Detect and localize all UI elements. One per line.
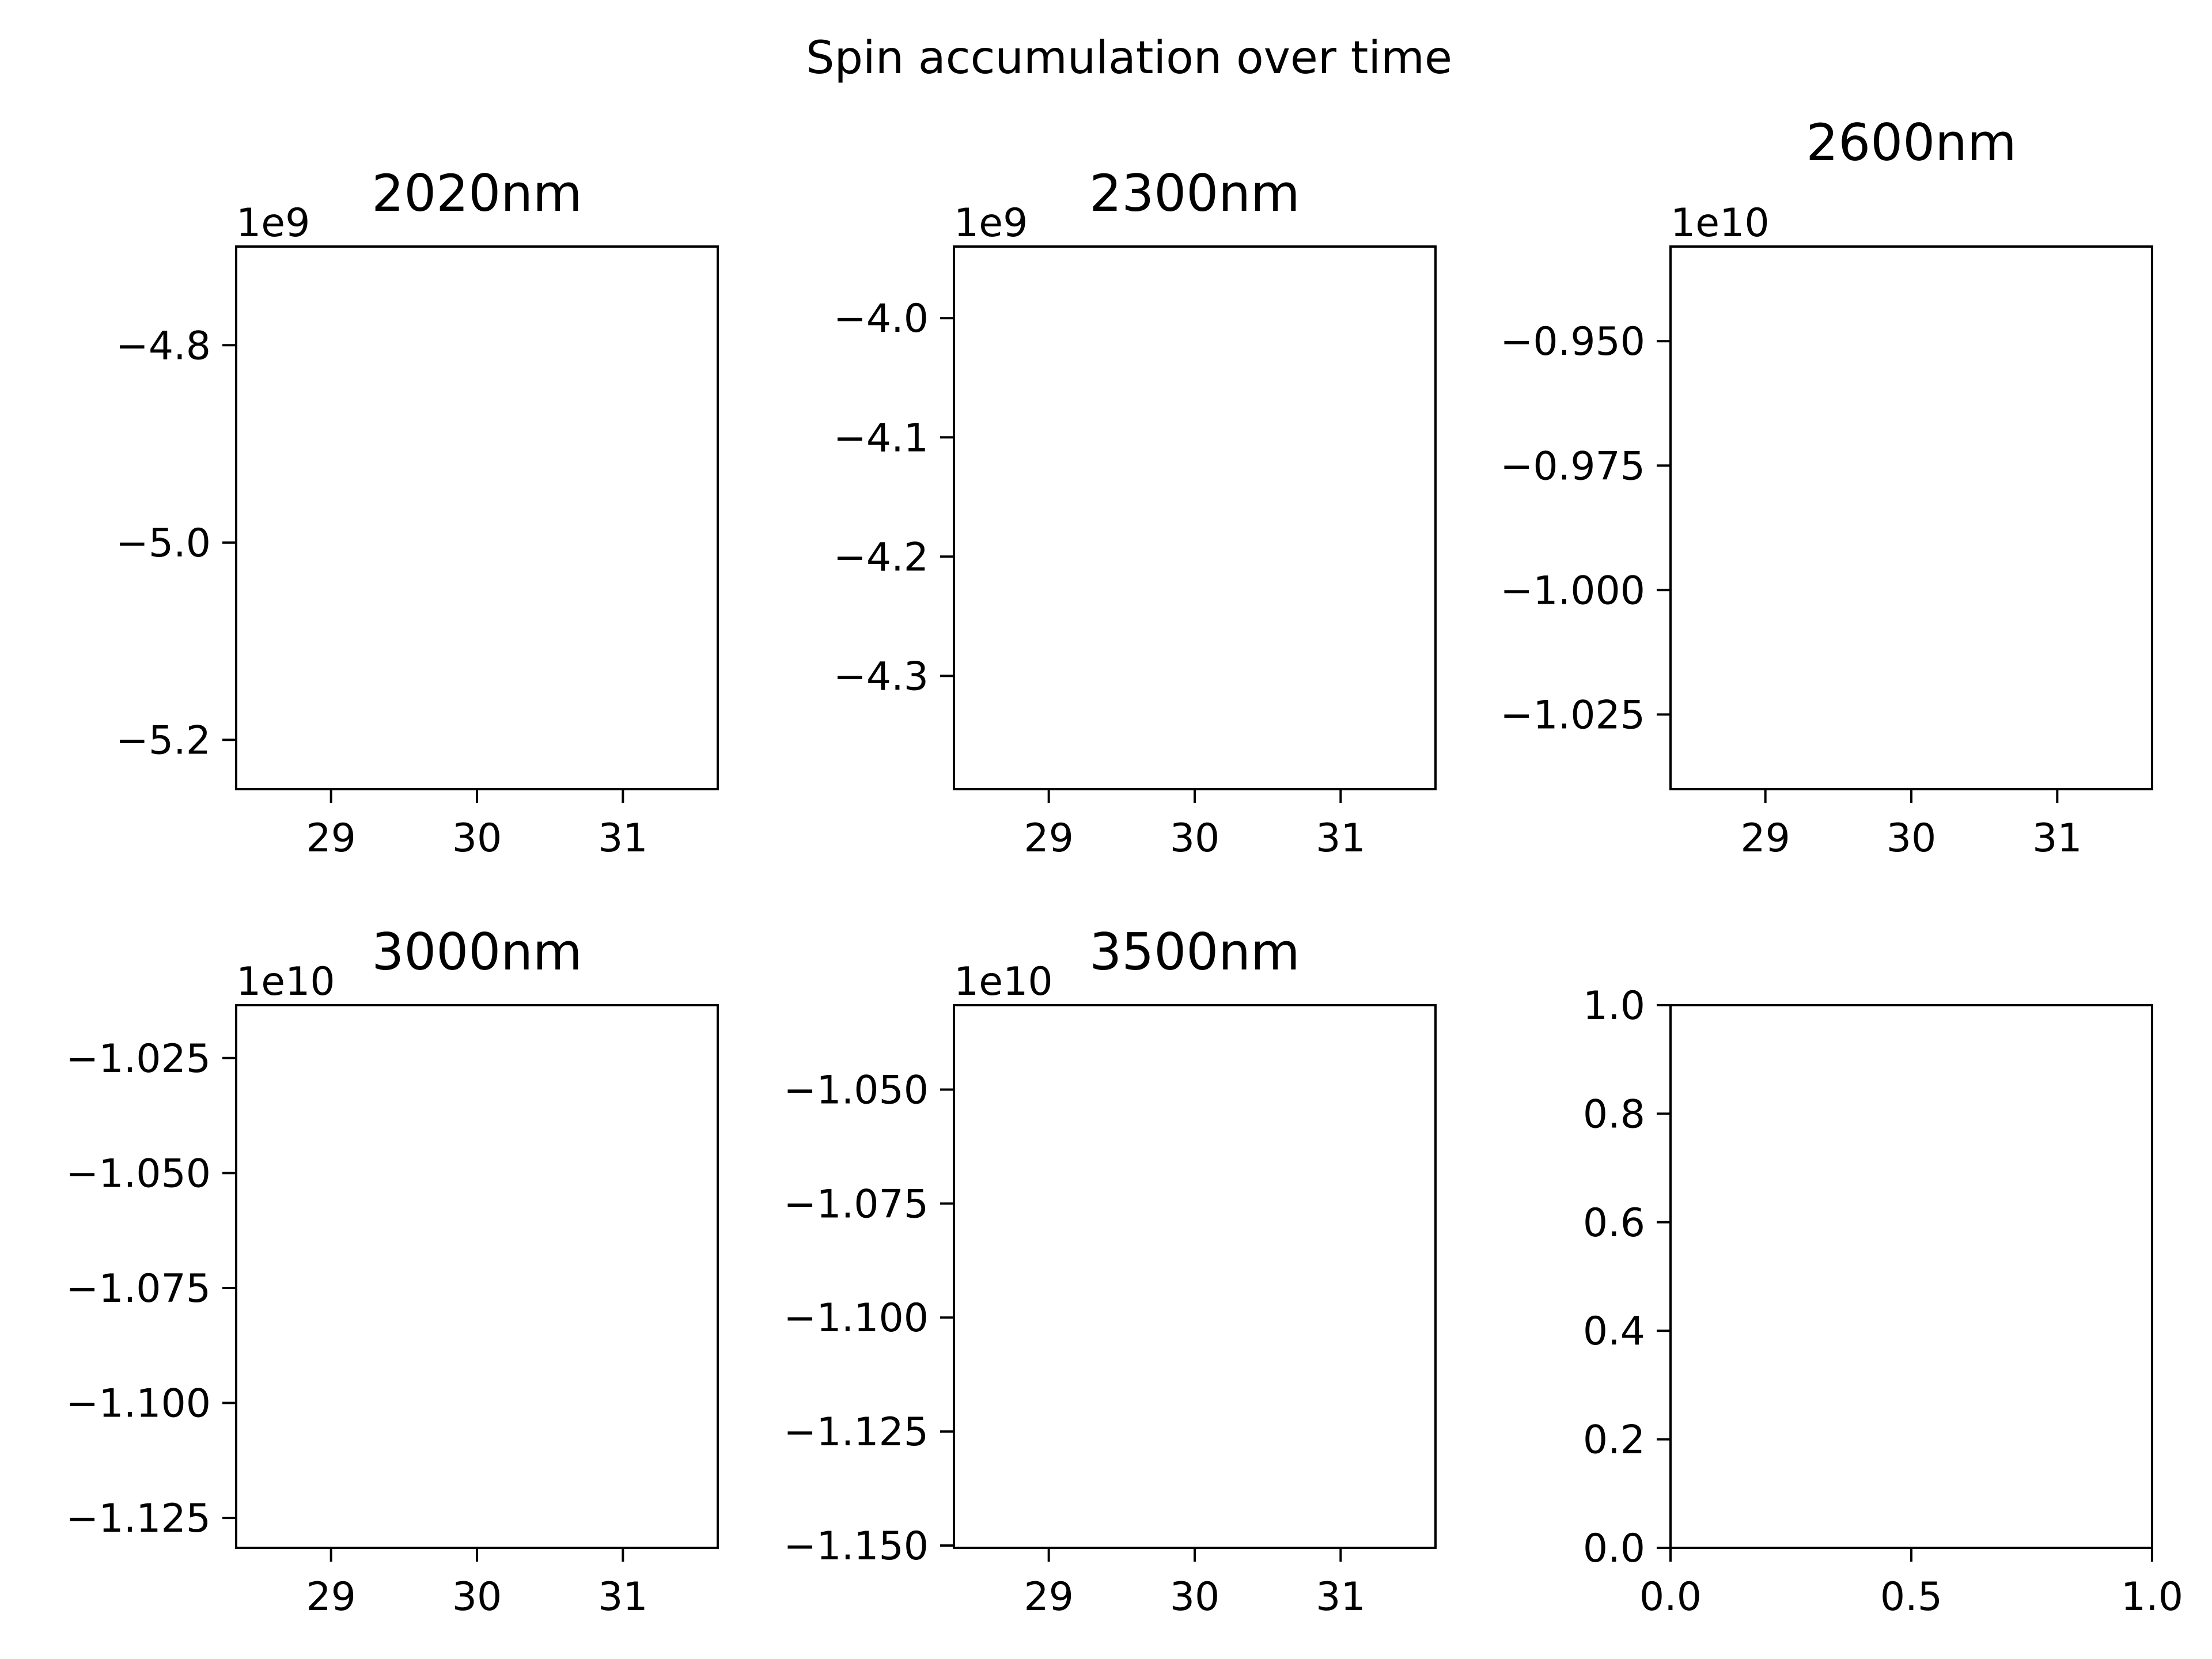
y-tick-label: −4.2 xyxy=(834,535,929,580)
y-tick-label: −1.050 xyxy=(66,1151,211,1196)
x-tick-label: 31 xyxy=(598,816,648,861)
x-tick-label: 31 xyxy=(1316,816,1366,861)
subplot-title: 3500nm xyxy=(1089,922,1300,982)
offset-label: 1e10 xyxy=(1671,200,1770,246)
y-tick-label: 1.0 xyxy=(1583,983,1645,1029)
y-tick-label: −1.125 xyxy=(783,1410,929,1455)
y-tick-label: −1.125 xyxy=(66,1496,211,1541)
y-tick-label: −4.0 xyxy=(834,296,929,342)
y-tick-label: 0.8 xyxy=(1583,1092,1645,1137)
subplot-6: 0.0 0.5 1.0 0.0 0.2 0.4 0.6 0.8 1.0 xyxy=(1583,983,2183,1620)
y-tick-label: −1.100 xyxy=(66,1381,211,1427)
y-tick-label: −1.025 xyxy=(66,1036,211,1082)
x-tick-label: 30 xyxy=(452,816,502,861)
offset-label: 1e10 xyxy=(954,959,1053,1005)
subplot-1: 29 30 31 −4.8 −5.0 −5.2 1e9 2020nm xyxy=(116,164,719,861)
subplot-grid: 29 30 31 −4.8 −5.0 −5.2 1e9 2020nm 29 30 31 −4.0 −4.… xyxy=(66,113,2183,1620)
subplot-title: 2300nm xyxy=(1089,164,1300,223)
y-tick-label: −4.8 xyxy=(116,323,211,369)
x-tick-label: 30 xyxy=(1887,816,1937,861)
offset-label: 1e9 xyxy=(954,200,1028,246)
subplot-title: 2020nm xyxy=(372,164,582,223)
x-tick-label: 29 xyxy=(306,816,356,861)
x-tick-label: 29 xyxy=(1024,1574,1074,1620)
y-tick-label: −4.1 xyxy=(834,415,929,461)
y-tick-label: 0.4 xyxy=(1583,1309,1645,1354)
x-tick-label: 30 xyxy=(1170,1574,1220,1620)
x-tick-label: 29 xyxy=(306,1574,356,1620)
y-tick-label: −5.0 xyxy=(116,521,211,566)
subplot-3: 29 30 31 −0.950 −0.975 −1.000 −1.025 1e10 2600nm xyxy=(1500,113,2153,861)
y-tick-label: −0.975 xyxy=(1500,444,1645,489)
y-tick-label: −1.025 xyxy=(1500,692,1645,738)
y-tick-label: −1.075 xyxy=(66,1266,211,1312)
x-tick-label: 0.0 xyxy=(1639,1574,1702,1620)
y-tick-label: −1.000 xyxy=(1500,568,1645,613)
x-tick-label: 29 xyxy=(1740,816,1790,861)
y-tick-label: 0.0 xyxy=(1583,1526,1645,1571)
x-tick-label: 31 xyxy=(2032,816,2082,861)
offset-label: 1e10 xyxy=(236,959,335,1005)
y-tick-label: −1.075 xyxy=(783,1181,929,1227)
subplot-title: 3000nm xyxy=(372,922,582,982)
y-tick-label: 0.2 xyxy=(1583,1418,1645,1463)
y-tick-label: −1.050 xyxy=(783,1067,929,1113)
subplot-title: 2600nm xyxy=(1806,113,2016,172)
subplot-4: 29 30 31 −1.025 −1.050 −1.075 −1.100 −1.125 1e10… xyxy=(66,922,719,1620)
subplot-5: 29 30 31 −1.050 −1.075 −1.100 −1.125 −1.150 1e10… xyxy=(783,922,1437,1620)
x-tick-label: 29 xyxy=(1024,816,1074,861)
y-tick-label: 0.6 xyxy=(1583,1200,1645,1246)
x-tick-label: 0.5 xyxy=(1880,1574,1942,1620)
y-tick-label: −0.950 xyxy=(1500,319,1645,365)
y-tick-label: −4.3 xyxy=(834,654,929,699)
y-tick-label: −1.100 xyxy=(783,1296,929,1341)
x-tick-label: 30 xyxy=(452,1574,502,1620)
x-tick-label: 1.0 xyxy=(2121,1574,2183,1620)
x-tick-label: 31 xyxy=(1316,1574,1366,1620)
x-tick-label: 31 xyxy=(598,1574,648,1620)
offset-label: 1e9 xyxy=(236,200,310,246)
figure-title: Spin accumulation over time xyxy=(806,32,1452,84)
x-tick-label: 30 xyxy=(1170,816,1220,861)
y-tick-label: −1.150 xyxy=(783,1524,929,1569)
y-tick-label: −5.2 xyxy=(116,718,211,763)
subplot-2: 29 30 31 −4.0 −4.1 −4.2 −4.3 1e9 2300nm xyxy=(834,164,1437,861)
